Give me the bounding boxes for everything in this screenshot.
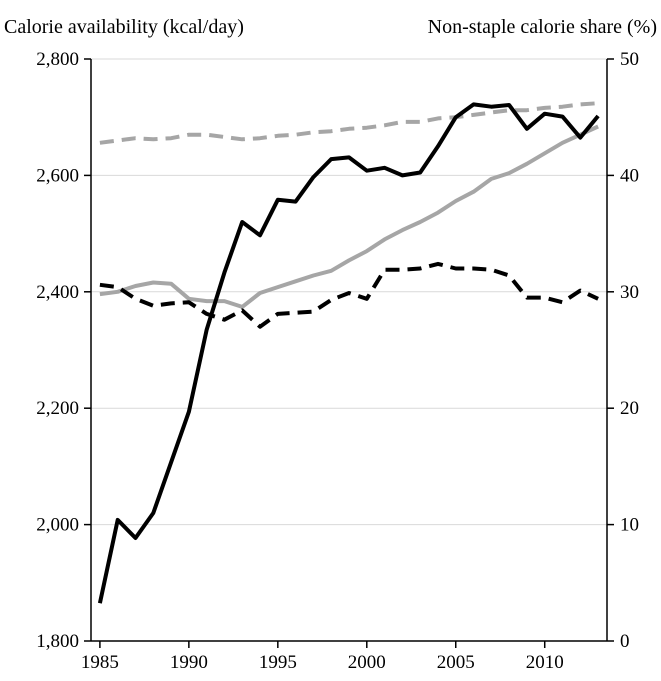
series-line-2: [99, 124, 599, 309]
right-tick-label: 50: [620, 49, 639, 70]
x-tick-label: 2000: [348, 652, 386, 673]
right-tick-label: 0: [620, 631, 630, 652]
left-tick-label: 1,800: [36, 631, 79, 652]
left-axis-title: Calorie availability (kcal/day): [4, 16, 244, 38]
x-tick-label: 1985: [81, 652, 119, 673]
left-axis-ticks: 1,800 2,000 2,200 2,400 2,600 2,800: [36, 49, 91, 652]
x-axis-ticks: 1985 1990 1995 2000 2005 2010: [81, 641, 564, 673]
right-tick-label: 10: [620, 515, 639, 536]
right-axis-title: Non-staple calorie share (%): [428, 16, 657, 38]
series-group: [97, 101, 600, 604]
right-tick-label: 40: [620, 165, 639, 186]
axes: [90, 59, 608, 642]
x-tick-label: 1990: [170, 652, 208, 673]
right-tick-label: 20: [620, 398, 639, 419]
left-tick-label: 2,000: [36, 515, 79, 536]
left-tick-label: 2,600: [36, 165, 79, 186]
x-tick-label: 2005: [437, 652, 475, 673]
left-tick-label: 2,800: [36, 49, 79, 70]
right-tick-label: 30: [620, 282, 639, 303]
left-tick-label: 2,200: [36, 398, 79, 419]
series-line-3: [99, 261, 599, 329]
left-tick-label: 2,400: [36, 282, 79, 303]
x-tick-label: 2010: [526, 652, 564, 673]
x-tick-label: 1995: [259, 652, 297, 673]
right-axis-ticks: 0 10 20 30 40 50: [607, 49, 639, 652]
series-line-1: [97, 102, 600, 604]
